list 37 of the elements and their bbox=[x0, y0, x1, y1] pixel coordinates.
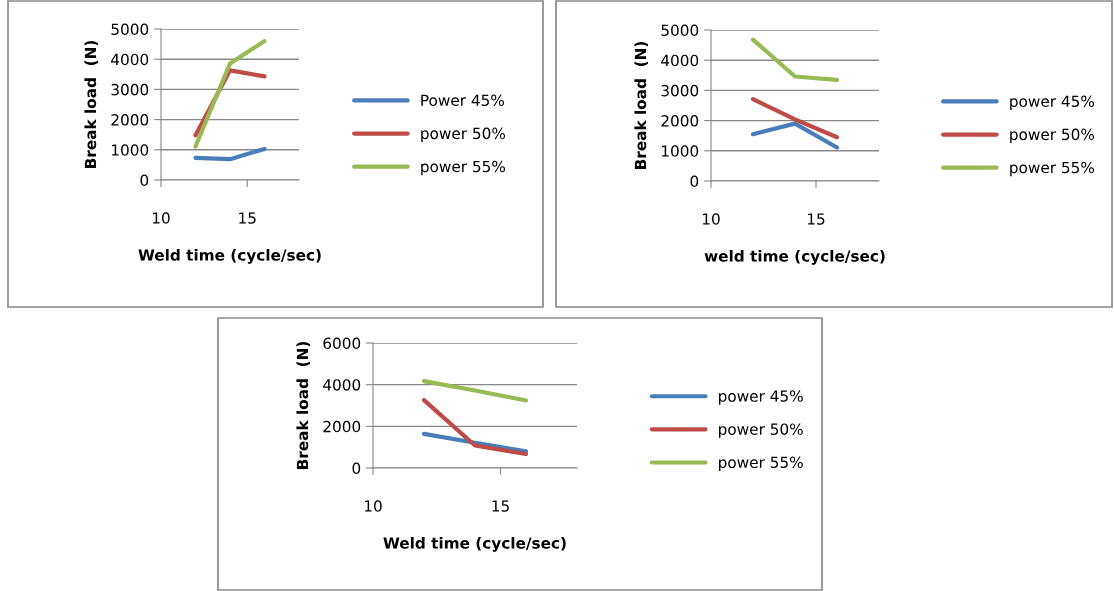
y-tick-label: 6000 bbox=[323, 337, 361, 350]
x-tick-label: 10 bbox=[152, 212, 170, 224]
y-tick-label: 0 bbox=[352, 462, 361, 475]
y-tick-label: 2000 bbox=[661, 115, 699, 127]
legend-label: power 50% bbox=[1010, 128, 1095, 144]
y-tick-label: 1000 bbox=[661, 145, 699, 157]
legend-label: power 45% bbox=[1010, 95, 1095, 110]
legend-label: Power 45% bbox=[421, 94, 504, 107]
y-tick-label: 1000 bbox=[111, 144, 149, 156]
y-tick-label: 4000 bbox=[111, 53, 149, 66]
y-tick-label: 3000 bbox=[661, 84, 699, 97]
x-axis-title: weld time (cycle/sec) bbox=[704, 249, 885, 265]
x-tick-label: 10 bbox=[702, 213, 720, 225]
y-tick-label: 5000 bbox=[661, 24, 699, 37]
legend-label: power 55% bbox=[1010, 161, 1095, 177]
x-tick-label: 15 bbox=[807, 213, 825, 225]
y-axis-title: Break load (N) bbox=[296, 341, 311, 469]
x-tick-label: 15 bbox=[492, 500, 509, 512]
legend-label: power 45% bbox=[719, 390, 803, 405]
legend-label: power 50% bbox=[719, 423, 803, 438]
x-axis-title: Weld time (cycle/sec) bbox=[383, 536, 566, 552]
y-tick-label: 2000 bbox=[111, 114, 149, 126]
y-tick-label: 0 bbox=[140, 174, 149, 187]
y-tick-label: 2000 bbox=[323, 420, 361, 433]
y-axis-title: Break load (N) bbox=[634, 41, 649, 169]
legend-label: power 55% bbox=[421, 160, 506, 176]
y-tick-label: 3000 bbox=[111, 83, 149, 96]
y-tick-label: 0 bbox=[690, 175, 699, 188]
y-axis-title: Break load (N) bbox=[84, 40, 99, 168]
y-tick-label: 4000 bbox=[323, 379, 361, 391]
y-tick-label: 5000 bbox=[111, 23, 149, 36]
legend-label: power 55% bbox=[719, 456, 803, 472]
x-tick-label: 10 bbox=[364, 500, 382, 512]
y-tick-label: 4000 bbox=[661, 54, 699, 67]
legend-label: power 50% bbox=[421, 127, 506, 143]
x-tick-label: 15 bbox=[239, 212, 256, 224]
x-axis-title: Weld time (cycle/sec) bbox=[138, 248, 321, 264]
